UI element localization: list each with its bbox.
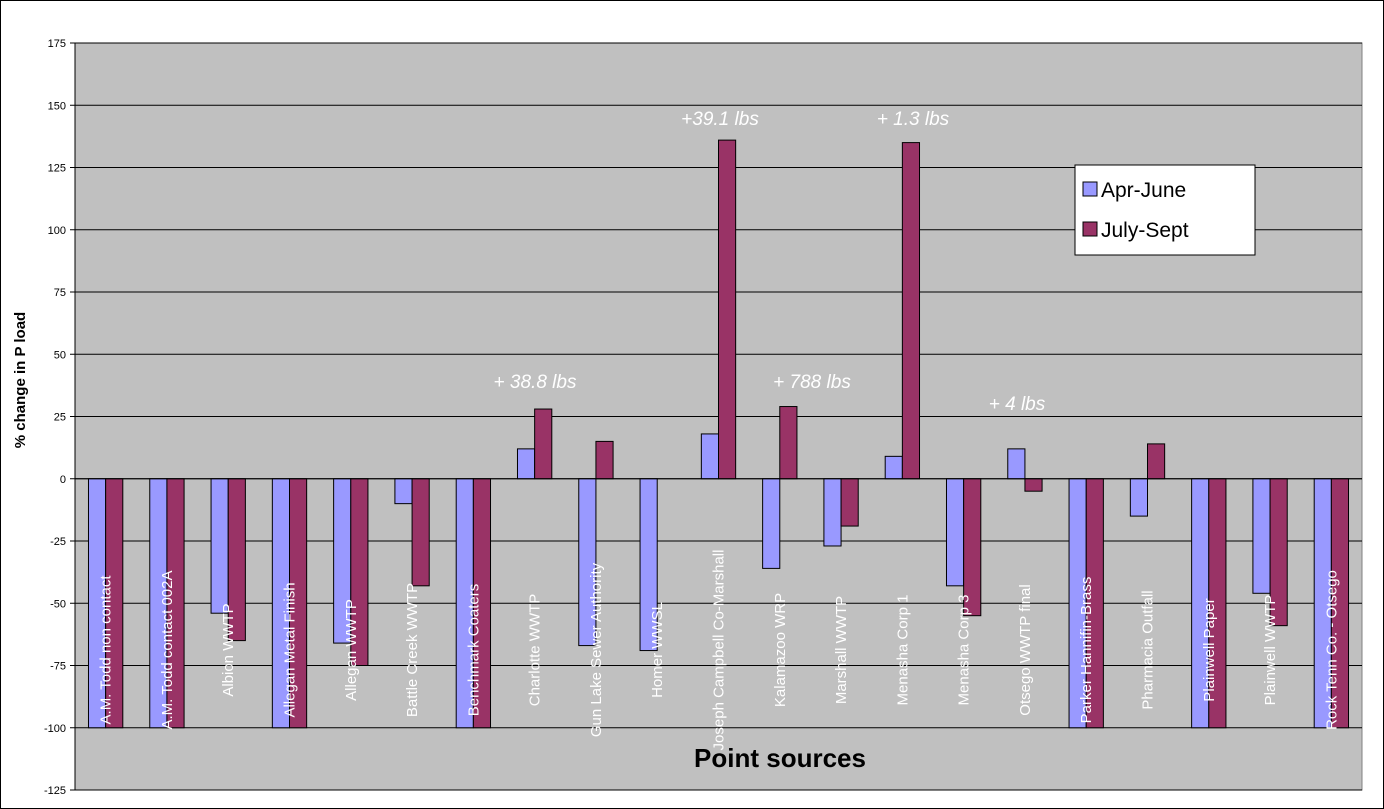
annotation: + 788 lbs xyxy=(773,372,851,393)
x-tick-label: Allegan WWTP xyxy=(343,599,360,701)
bar xyxy=(901,142,921,480)
x-tick-label: A.M. Todd non contact xyxy=(98,575,115,725)
bar xyxy=(1129,478,1148,517)
bar xyxy=(595,440,614,480)
y-tick-label: 125 xyxy=(48,163,66,175)
bar xyxy=(1007,448,1026,480)
bar xyxy=(516,448,536,480)
bar xyxy=(700,433,720,480)
y-tick-label: 25 xyxy=(54,412,66,424)
x-tick-label: Otsego WWTP final xyxy=(1017,584,1034,715)
y-tick-label: 0 xyxy=(60,474,66,486)
x-tick-label: Joseph Campbell Co-Marshall xyxy=(711,550,728,751)
annotation: +39.1 lbs xyxy=(681,109,759,130)
x-tick-label: Plainwell Paper xyxy=(1201,598,1218,701)
x-axis-title: Point sources xyxy=(694,743,866,773)
x-tick-label: Kalamazoo WRP xyxy=(772,593,789,707)
y-tick-label: -125 xyxy=(44,785,66,797)
legend-swatch xyxy=(1082,221,1098,237)
bar xyxy=(840,478,859,527)
y-axis-title: % change in P load xyxy=(12,312,29,448)
y-tick-label: -100 xyxy=(44,723,66,735)
bar xyxy=(718,139,737,480)
annotation: + 1.3 lbs xyxy=(877,109,950,130)
x-tick-label: Marshall WWTP xyxy=(833,596,850,704)
bar xyxy=(1024,478,1043,492)
x-tick-label: Parker Hannifin-Brass xyxy=(1078,577,1095,724)
y-tick-label: 75 xyxy=(54,287,66,299)
x-tick-label: Charlotte WWTP xyxy=(527,594,544,707)
legend-swatch xyxy=(1082,181,1098,197)
bar xyxy=(945,478,965,587)
legend-box xyxy=(1074,164,1256,256)
x-tick-label: Albion WWTP xyxy=(220,603,237,696)
bar xyxy=(779,406,798,480)
legend-label: Apr-June xyxy=(1101,179,1186,202)
legend: Apr-June July-Sept xyxy=(1074,164,1256,256)
x-tick-label: Plainwell WWTP xyxy=(1262,595,1279,706)
bar xyxy=(210,478,229,614)
y-tick-label: 175 xyxy=(48,38,66,50)
bar xyxy=(762,478,781,569)
bar xyxy=(394,478,413,505)
x-tick-label: Menasha Corp 1 xyxy=(894,595,911,706)
y-tick-label: -50 xyxy=(50,598,66,610)
y-tick-label: -75 xyxy=(50,661,66,673)
x-tick-label: Pharmacia Outfall xyxy=(1140,590,1157,709)
y-tick-label: 150 xyxy=(48,100,66,112)
x-tick-label: A.M. Todd contact 002A xyxy=(159,571,176,730)
x-tick-label: Rock Tenn Co. - Otsego xyxy=(1323,570,1340,730)
bar xyxy=(884,455,903,480)
legend-label: July-Sept xyxy=(1101,219,1189,242)
x-tick-label: Gun Lake Sewer Authority xyxy=(588,562,605,737)
bar xyxy=(823,478,842,547)
bar xyxy=(411,478,430,587)
x-tick-label: Battle Creek WWTP xyxy=(404,583,421,717)
x-tick-label: Allegan Metal Finish xyxy=(282,582,299,717)
y-tick-label: 100 xyxy=(48,225,66,237)
x-tick-label: Benchmark Coaters xyxy=(465,584,482,717)
bar xyxy=(1147,443,1166,480)
annotation: + 38.8 lbs xyxy=(494,372,577,393)
y-tick-label: 50 xyxy=(54,349,66,361)
bar xyxy=(534,408,553,480)
y-tick-label: -25 xyxy=(50,536,66,548)
x-tick-label: Homer WWSL xyxy=(649,602,666,698)
annotation: + 4 lbs xyxy=(989,394,1046,415)
x-tick-label: Menasha Corp 3 xyxy=(956,595,973,706)
bar xyxy=(1252,478,1271,594)
